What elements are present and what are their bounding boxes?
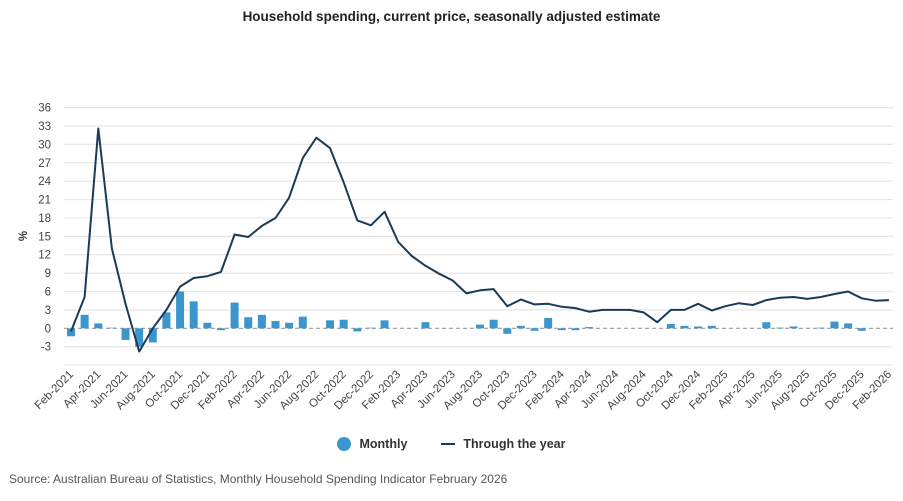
x-axis-ticks: Feb-2021Apr-2021Jun-2021Aug-2021Oct-2021… (33, 368, 894, 412)
legend: Monthly Through the year (0, 437, 903, 451)
monthly-bar (666, 324, 675, 329)
monthly-bar (176, 291, 185, 329)
y-tick-label: 9 (45, 268, 51, 280)
monthly-bar (707, 325, 716, 329)
monthly-bar (189, 301, 198, 329)
y-tick-label: 33 (38, 121, 51, 133)
y-axis-label: % (18, 231, 30, 241)
legend-through-the-year-label: Through the year (463, 437, 566, 451)
monthly-bar (80, 314, 89, 329)
monthly-bar (694, 326, 703, 329)
legend-through-the-year-marker (441, 443, 456, 445)
monthly-bar (516, 325, 525, 329)
monthly-bar (544, 317, 553, 329)
monthly-bar (762, 322, 771, 329)
monthly-bar (135, 328, 144, 347)
y-tick-label: 0 (45, 323, 51, 335)
monthly-bar (571, 328, 580, 331)
source-note: Source: Australian Bureau of Statistics,… (9, 472, 508, 486)
legend-item-monthly[interactable]: Monthly (337, 437, 407, 451)
monthly-bar (216, 328, 225, 331)
monthly-bar (857, 328, 866, 331)
monthly-bars (67, 291, 893, 347)
monthly-bar (162, 312, 171, 329)
y-tick-label: 30 (38, 139, 51, 151)
monthly-bar (298, 316, 307, 329)
monthly-bar (830, 321, 839, 329)
y-tick-label: 27 (38, 158, 51, 170)
y-tick-label: 18 (38, 213, 51, 225)
monthly-bar (353, 328, 362, 332)
y-tick-label: -3 (41, 342, 51, 354)
monthly-bar (489, 319, 498, 329)
monthly-bar (339, 319, 348, 329)
monthly-bar (107, 327, 116, 329)
monthly-bar (844, 323, 853, 329)
monthly-bar (230, 302, 239, 329)
monthly-bar (203, 322, 212, 329)
monthly-bar (121, 328, 130, 340)
y-tick-label: 15 (38, 231, 51, 243)
chart-title: Household spending, current price, seaso… (242, 9, 661, 24)
monthly-bar (680, 325, 689, 329)
y-tick-label: 3 (45, 305, 51, 317)
monthly-bar (285, 322, 294, 329)
monthly-bar (557, 328, 566, 331)
legend-monthly-marker (337, 437, 352, 451)
monthly-bar (326, 320, 335, 329)
monthly-bar (816, 327, 825, 329)
monthly-bar (503, 328, 512, 334)
monthly-bar (271, 320, 280, 329)
legend-item-through-the-year[interactable]: Through the year (441, 437, 566, 451)
monthly-bar (67, 328, 75, 337)
monthly-bar (244, 317, 253, 329)
monthly-bar (530, 328, 539, 331)
monthly-bar (257, 314, 266, 329)
monthly-bar (585, 327, 594, 329)
y-tick-label: 6 (45, 287, 51, 299)
legend-monthly-label: Monthly (359, 437, 408, 451)
y-tick-label: 21 (38, 195, 51, 207)
monthly-bar (148, 328, 157, 343)
monthly-bar (421, 322, 430, 329)
through-the-year-line (70, 127, 890, 353)
y-tick-label: 36 (38, 103, 51, 115)
monthly-bar (476, 324, 484, 329)
monthly-bar (366, 327, 375, 329)
monthly-bar (94, 323, 103, 329)
monthly-bar (380, 320, 389, 329)
monthly-bar (775, 327, 784, 329)
y-tick-label: 24 (38, 176, 51, 188)
monthly-bar (789, 326, 798, 329)
y-tick-label: 12 (38, 250, 51, 262)
